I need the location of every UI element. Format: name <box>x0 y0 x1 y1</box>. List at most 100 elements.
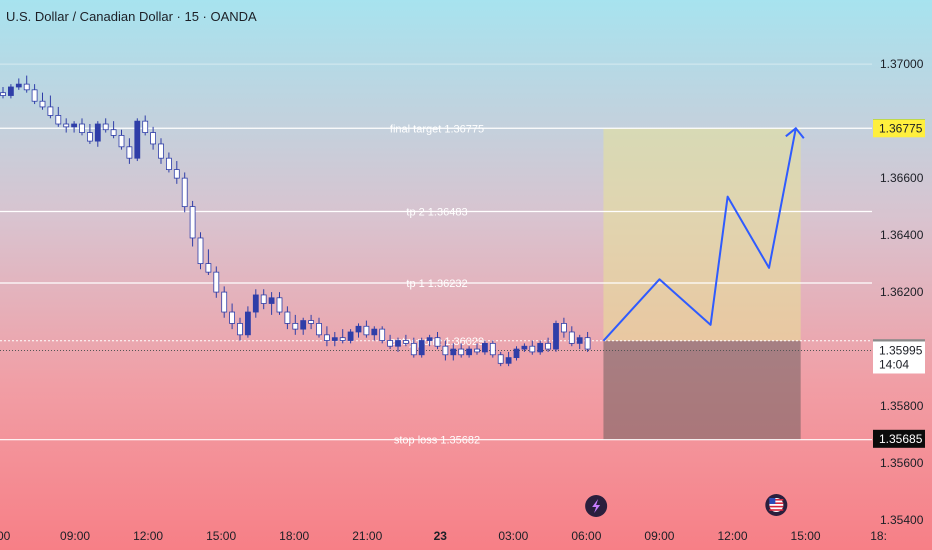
candle <box>23 75 30 93</box>
flag-stripe <box>769 505 784 508</box>
candle-body <box>102 123 109 131</box>
candle <box>197 232 204 270</box>
candle <box>173 161 180 184</box>
candle-body <box>55 115 62 125</box>
candle-body <box>71 123 77 128</box>
candle <box>371 326 378 341</box>
candle-body <box>165 157 172 170</box>
price-tick-label: 1.36600 <box>880 171 924 185</box>
stop-zone <box>603 340 801 440</box>
candle <box>347 329 354 344</box>
candle-body <box>47 106 54 116</box>
price-badge-text: 1.36775 <box>879 121 923 135</box>
candle <box>7 84 14 99</box>
candle <box>63 118 70 133</box>
time-tick-label: 12:00 <box>717 529 747 543</box>
price-tick-label: 1.35600 <box>880 456 924 470</box>
candle <box>323 326 330 347</box>
level-label: final target 1.36775 <box>390 123 484 135</box>
candle-body <box>379 328 386 341</box>
level-label: tp 1 1.36232 <box>406 278 467 290</box>
candle <box>442 340 449 361</box>
candle <box>142 115 149 136</box>
candle <box>221 286 228 318</box>
candle-body <box>229 311 236 324</box>
candle-body <box>39 100 46 108</box>
candle <box>158 138 164 164</box>
lightning-glyph <box>592 499 601 513</box>
flag-stripe <box>769 509 784 511</box>
price-tick-label: 1.35800 <box>880 399 924 413</box>
candle <box>39 92 46 110</box>
candle <box>0 86 6 99</box>
candle <box>426 334 433 347</box>
candle-body <box>150 132 157 145</box>
candle <box>355 323 362 338</box>
time-tick-label: 21:00 <box>352 529 382 543</box>
candle <box>55 106 62 127</box>
candle <box>213 266 220 298</box>
candle <box>205 249 212 275</box>
time-tick-label: 03:00 <box>498 529 528 543</box>
candle-body <box>505 357 512 364</box>
candle-body <box>402 340 409 344</box>
candle-body <box>323 334 330 341</box>
time-tick-label: 09:00 <box>644 529 674 543</box>
candle <box>466 346 473 358</box>
candle-body <box>529 345 536 353</box>
candle-body <box>347 331 354 341</box>
candle-body <box>339 337 346 341</box>
price-tick-label: 1.37000 <box>880 57 924 71</box>
candle-body <box>387 340 394 347</box>
candle <box>102 118 109 133</box>
candle <box>568 326 575 347</box>
candle-body <box>434 337 441 347</box>
candle-body <box>118 135 125 148</box>
candle-body <box>181 177 188 208</box>
candle-body <box>316 323 322 336</box>
candle <box>561 317 567 338</box>
candle <box>284 306 291 330</box>
candle <box>553 320 559 352</box>
candle <box>505 351 512 367</box>
candle <box>402 334 409 347</box>
candle-body <box>489 342 496 356</box>
candle <box>521 343 528 352</box>
current-price-box <box>873 341 925 374</box>
candle-body <box>481 342 488 353</box>
time-tick-label: 18: <box>870 529 887 543</box>
candle <box>513 346 520 361</box>
candle <box>458 343 465 358</box>
candle-body <box>134 120 141 159</box>
candle-body <box>363 325 370 336</box>
current-price-text: 1.35995 <box>879 343 923 357</box>
arrow-head <box>785 126 805 139</box>
candle-body <box>205 263 212 273</box>
time-tick-label: 06:00 <box>571 529 601 543</box>
candle-body <box>466 348 473 356</box>
candle-body <box>521 345 528 350</box>
candle <box>71 121 77 133</box>
candle-body <box>126 146 133 159</box>
candle <box>237 317 243 341</box>
candle-body <box>189 206 196 239</box>
candle-body <box>284 311 291 324</box>
candle <box>229 303 236 330</box>
candle <box>331 331 338 347</box>
candle-body <box>7 86 14 96</box>
candle <box>308 314 315 330</box>
candle-body <box>276 297 283 313</box>
price-tick-label: 1.35400 <box>880 513 924 527</box>
candle-body <box>197 237 204 265</box>
candle-body <box>79 123 85 133</box>
time-tick-label: 15:00 <box>791 529 821 543</box>
candle <box>434 331 441 350</box>
candle <box>87 124 93 144</box>
level-label: stop loss 1.35682 <box>394 435 480 447</box>
candle <box>537 340 544 355</box>
candle <box>260 289 267 310</box>
candle <box>545 337 551 352</box>
candle <box>150 126 157 150</box>
candle <box>410 337 417 358</box>
